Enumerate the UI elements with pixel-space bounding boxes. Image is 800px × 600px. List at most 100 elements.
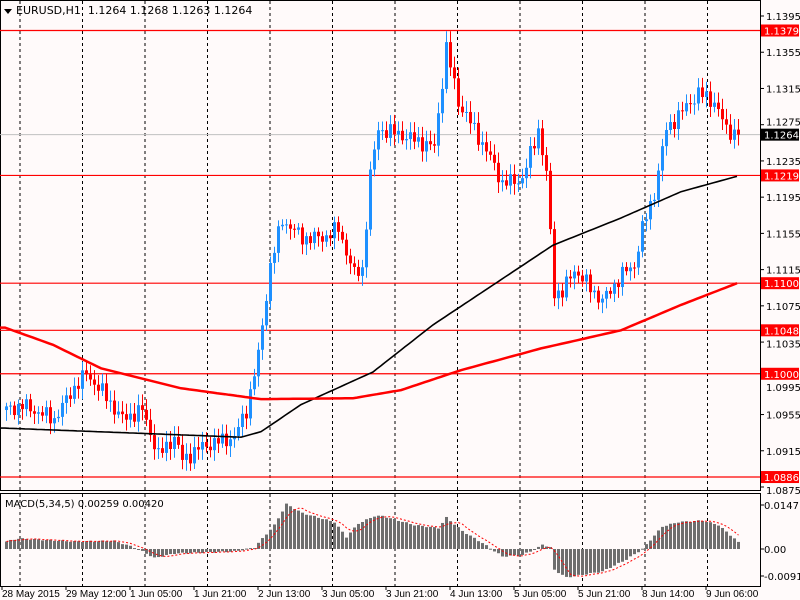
x-tick-label: 3 Jun 21:00 [386, 589, 439, 600]
macd-bar [77, 541, 80, 549]
candle-body [321, 236, 324, 242]
candle-body [389, 124, 392, 138]
candle [117, 401, 120, 419]
macd-bar [217, 549, 220, 552]
candle [553, 221, 556, 307]
macd-bar [341, 531, 344, 549]
candle-body [393, 124, 396, 135]
macd-bar [537, 546, 540, 549]
candle-body [137, 405, 140, 422]
macd-bar [441, 522, 444, 549]
macd-bar [105, 541, 108, 549]
macd-bar [501, 549, 504, 557]
macd-bar [57, 540, 60, 549]
candle-body [105, 383, 108, 402]
macd-bar [737, 541, 740, 549]
candle-body [181, 444, 184, 460]
candle [153, 424, 156, 460]
candle-body [73, 385, 76, 399]
macd-bar [597, 549, 600, 573]
candle-body [277, 226, 280, 253]
candle [537, 119, 540, 155]
candle [25, 394, 28, 417]
candle [413, 122, 416, 150]
macd-bar [225, 549, 228, 553]
candle-body [317, 231, 320, 237]
candle [197, 436, 200, 460]
macd-bar [121, 544, 124, 549]
x-tick-label: 1 Jun 05:00 [130, 589, 183, 600]
candle [501, 170, 504, 192]
candle-body [161, 448, 164, 453]
candle-body [89, 374, 92, 380]
candle-body [677, 110, 680, 130]
macd-bar [305, 514, 308, 549]
candle [97, 375, 100, 401]
macd-bar [365, 519, 368, 549]
macd-bar [249, 548, 252, 550]
macd-bar [313, 515, 316, 549]
candle [133, 402, 136, 427]
candle-body [593, 290, 596, 293]
candle [617, 279, 620, 298]
macd-bar [713, 524, 716, 549]
x-tick-label: 4 Jun 13:00 [450, 589, 503, 600]
candle-body [329, 235, 332, 239]
macd-bar [473, 537, 476, 549]
macd-bar [89, 540, 92, 549]
macd-bar [589, 549, 592, 573]
candle-body [61, 402, 64, 417]
symbol-label: EURUSD,H1 [16, 4, 81, 17]
macd-bar [657, 530, 660, 549]
macd-bar [517, 549, 520, 556]
candle [713, 92, 716, 113]
macd-bar [373, 516, 376, 549]
macd-bar [429, 526, 432, 549]
macd-bar [457, 527, 460, 549]
candle [641, 215, 644, 258]
macd-bar [613, 549, 616, 566]
candle-body [737, 129, 740, 135]
candle [425, 130, 428, 162]
macd-bar [585, 549, 588, 575]
macd-bar [401, 521, 404, 549]
macd-name: MACD(5,34,5) [5, 499, 75, 510]
candle-body [685, 103, 688, 112]
candle-body [665, 129, 668, 147]
signal-value: 0.00420 [122, 499, 164, 510]
x-tick-label: 28 May 2015 [2, 589, 60, 600]
candle [217, 428, 220, 454]
candle-body [381, 130, 384, 132]
candle [477, 112, 480, 151]
candle-body [505, 180, 508, 186]
macd-bar [625, 549, 628, 560]
candle-body [333, 222, 336, 239]
macd-bar [229, 549, 232, 552]
candle-body [53, 418, 56, 424]
y-tick-label: 1.1355 [766, 48, 800, 59]
candle-body [545, 155, 548, 171]
candle-body [461, 106, 464, 113]
macd-bar [181, 549, 184, 553]
candle [657, 163, 660, 208]
candle-body [581, 275, 584, 282]
candle [225, 424, 228, 455]
candle [53, 411, 56, 433]
macd-bar [113, 540, 116, 549]
candle-body [33, 411, 36, 414]
candle-body [421, 137, 424, 152]
candle [353, 256, 356, 275]
candle-body [197, 447, 200, 450]
candle [417, 127, 420, 148]
candle [645, 213, 648, 232]
macd-bar [137, 549, 140, 550]
candle [733, 119, 736, 149]
candle [385, 121, 388, 143]
candle-body [653, 199, 656, 202]
ma-fast-line [0, 175, 738, 439]
dropdown-triangle-icon[interactable] [4, 8, 12, 14]
candle [269, 256, 272, 309]
macd-bar [145, 549, 148, 554]
candle [601, 294, 604, 314]
